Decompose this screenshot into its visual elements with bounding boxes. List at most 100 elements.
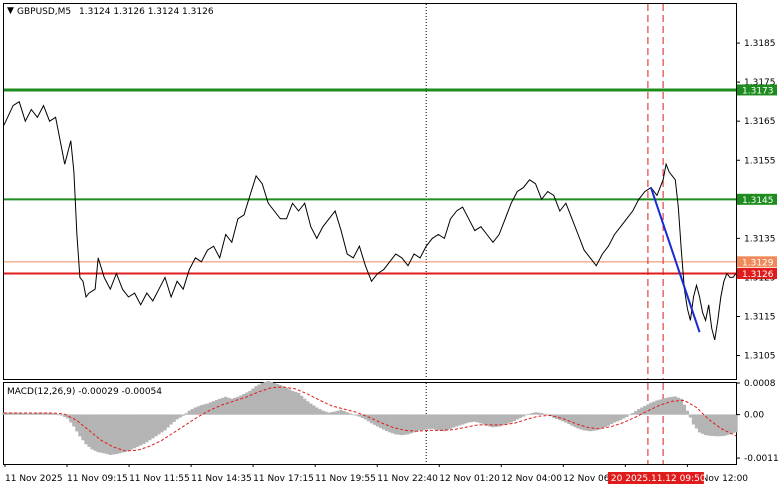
macd-bar (199, 405, 204, 415)
axis-layer: 1.3185 1.3175 1.3165 1.3155 1.3145 1.3135 1.31… (4, 39, 779, 484)
macd-bar (236, 396, 240, 415)
macd-bar (81, 414, 85, 441)
macd-bar (269, 382, 273, 415)
macd-bar (348, 413, 352, 415)
macd-bar (175, 414, 179, 420)
macd-bar (32, 413, 37, 415)
macd-bar (688, 414, 693, 418)
macd-bar (72, 414, 76, 427)
macd-bar (306, 401, 310, 415)
macd-bar (11, 412, 15, 415)
price-tick-label: 1.3185 (744, 39, 776, 49)
time-tick-label: 12 Nov 04:00 (501, 474, 562, 484)
macd-bar (114, 414, 119, 455)
macd-bar (400, 414, 404, 436)
macd-bar (193, 407, 198, 415)
macd-bar (145, 414, 149, 443)
macd-bar (673, 396, 677, 415)
macd-bar (108, 414, 112, 455)
macd-bar (412, 414, 416, 433)
macd-bar (126, 414, 131, 451)
macd-bar (266, 381, 270, 415)
macd-bar (491, 414, 495, 428)
macd-bar (503, 414, 507, 425)
macd-bar (299, 395, 304, 415)
macd-bar (44, 412, 49, 415)
macd-bar (324, 411, 328, 415)
macd-bar (2, 412, 6, 415)
macd-bar (163, 414, 167, 431)
macd-bar (239, 395, 243, 415)
macd-bar (533, 412, 538, 415)
macd-bar (658, 399, 662, 415)
price-tick-label: 1.3165 (744, 117, 776, 127)
macd-bar (8, 412, 12, 415)
macd-bar (403, 414, 407, 435)
macd-bar (527, 413, 532, 415)
macd-bar (69, 414, 73, 423)
macd-bar (205, 403, 210, 415)
macd-bar (248, 390, 252, 415)
macd-bar (57, 414, 61, 416)
macd-bar (697, 414, 702, 433)
macd-bar (427, 414, 431, 430)
macd-bar (542, 413, 547, 415)
macd-bar (521, 414, 526, 417)
macd-bar (594, 414, 598, 431)
macd-bar (251, 388, 255, 415)
macd-bar (530, 413, 535, 415)
macd-bar (296, 392, 301, 415)
macd-bar (263, 382, 267, 415)
macd-bar (366, 414, 371, 422)
macd-bar (734, 414, 738, 433)
macd-bar (430, 414, 434, 429)
macd-bar (382, 414, 386, 430)
macd-bar (20, 413, 24, 415)
macd-bar (433, 414, 437, 430)
macd-bar (351, 414, 355, 416)
macd-bar (75, 414, 79, 432)
macd-bar (303, 398, 307, 415)
macd-bar (78, 414, 82, 437)
macd-bar (281, 386, 286, 415)
macd-bar (439, 414, 444, 431)
macd-bar (166, 414, 170, 428)
macd-bar (257, 384, 261, 415)
price-tick-label: 1.3105 (744, 352, 776, 362)
macd-bar (105, 414, 109, 455)
macd-tick-label: -0.0011 (744, 454, 779, 464)
macd-bar (284, 387, 289, 415)
macd-bar (567, 414, 571, 425)
macd-bar (339, 409, 343, 415)
macd-bar (196, 406, 201, 415)
macd-bar (631, 413, 635, 415)
macd-bar (187, 410, 191, 415)
macd-bar (345, 412, 349, 415)
macd-bar (488, 414, 492, 427)
macd-bar (211, 401, 216, 415)
macd-bar (655, 400, 659, 415)
price-tick-label: 1.3135 (744, 234, 776, 244)
macd-bar (628, 414, 632, 416)
macd-bar (518, 414, 523, 418)
macd-bar (579, 414, 583, 430)
macd-bar (84, 414, 88, 445)
macd-bar (275, 383, 280, 415)
macd-bar (129, 414, 134, 450)
collapse-triangle-icon[interactable]: ▼ (7, 6, 14, 16)
macd-bar (555, 414, 559, 419)
macd-tick-label: 0.0008 (744, 379, 776, 389)
macd-bar (272, 383, 276, 415)
macd-bar (363, 414, 368, 420)
price-tick-label: 1.3175 (744, 78, 776, 88)
level-badge-1.3145 (737, 193, 777, 205)
macd-bar (649, 402, 653, 415)
macd-bar (418, 414, 422, 431)
macd-bar (606, 414, 611, 426)
macd-bar (224, 396, 228, 415)
macd-bar (157, 414, 161, 435)
time-tick-label: 11 Nov 22:40 (377, 474, 438, 484)
macd-bar (515, 414, 519, 420)
macd-bar (17, 412, 21, 415)
macd-bar (333, 411, 337, 415)
